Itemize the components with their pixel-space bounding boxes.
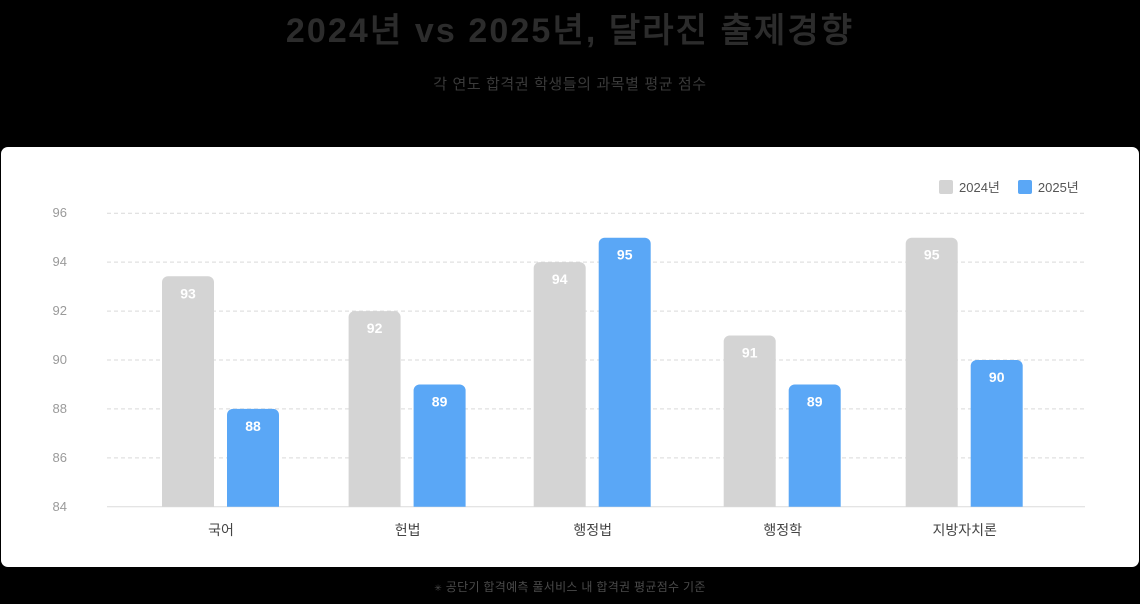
svg-text:94: 94 [53,254,67,269]
svg-text:국어: 국어 [208,522,234,538]
svg-text:93: 93 [180,285,196,301]
svg-text:92: 92 [53,303,67,318]
svg-text:84: 84 [53,499,67,514]
svg-text:90: 90 [53,352,67,367]
svg-text:91: 91 [742,345,758,361]
svg-text:88: 88 [53,401,67,416]
svg-text:94: 94 [552,271,568,287]
svg-text:88: 88 [245,418,261,434]
svg-text:헌법: 헌법 [395,522,421,538]
svg-text:96: 96 [53,205,67,220]
svg-text:90: 90 [989,369,1005,385]
svg-text:92: 92 [367,320,383,336]
svg-text:86: 86 [53,450,67,465]
svg-text:행정법: 행정법 [573,522,612,538]
svg-text:95: 95 [924,247,940,263]
svg-text:89: 89 [432,394,448,410]
svg-text:지방자치론: 지방자치론 [932,522,997,538]
svg-text:행정학: 행정학 [763,522,802,538]
svg-text:89: 89 [807,394,823,410]
svg-text:95: 95 [617,247,633,263]
